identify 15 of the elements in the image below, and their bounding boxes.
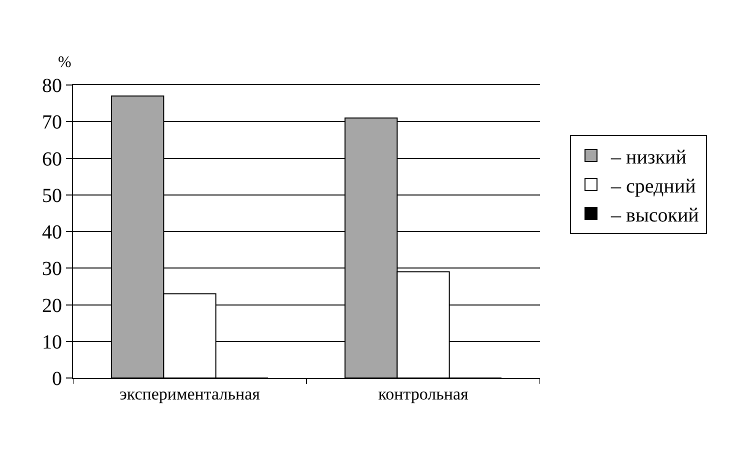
legend-label: – высокий <box>610 204 700 226</box>
x-tick-label: экспериментальная <box>120 384 260 404</box>
y-tick-label: 60 <box>42 148 62 170</box>
y-tick-label: 50 <box>42 184 62 207</box>
y-tick-label: 40 <box>42 222 62 244</box>
legend-label: – низкий <box>610 146 687 168</box>
y-tick-label: 10 <box>42 331 62 354</box>
legend-label: – средний <box>610 175 696 198</box>
x-tick-label: контрольная <box>378 384 468 404</box>
y-tick-label: 70 <box>42 112 62 134</box>
y-tick-label: 0 <box>52 368 62 390</box>
y-tick-label: 30 <box>42 258 62 280</box>
y-axis-title: % <box>58 54 72 71</box>
y-tick-label: 20 <box>42 294 62 317</box>
y-tick-label: 80 <box>42 75 62 97</box>
